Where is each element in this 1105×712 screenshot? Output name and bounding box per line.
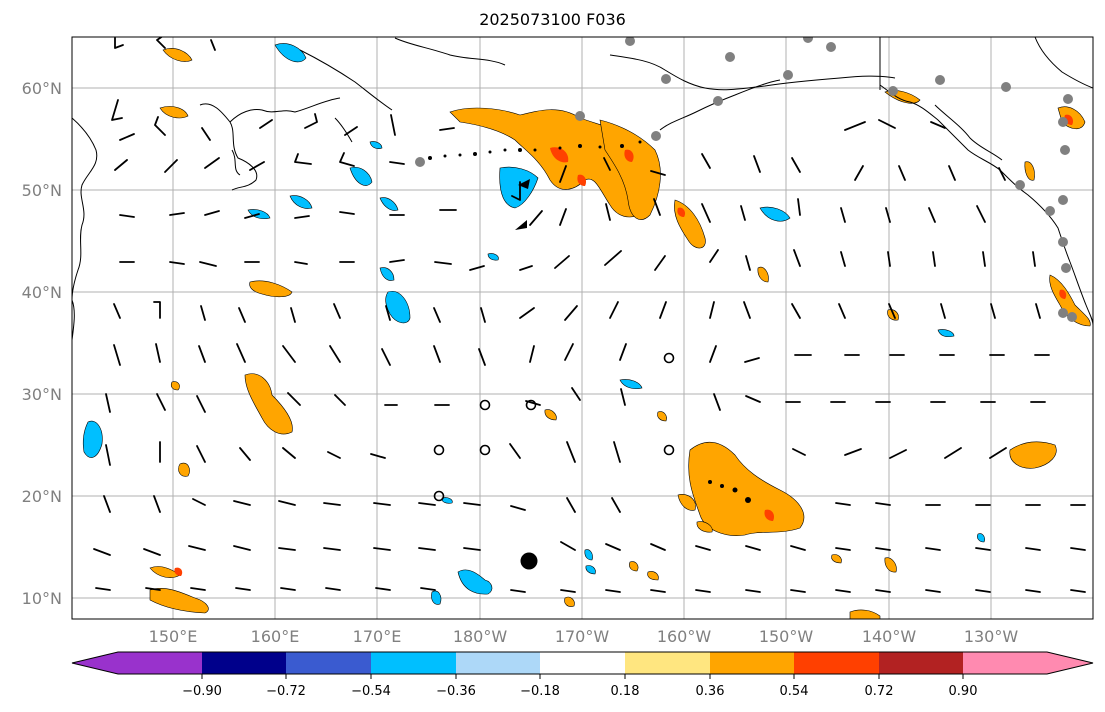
lon-label-140w: 140°W [862, 627, 917, 646]
colorbar-tick-label: 0.18 [611, 684, 640, 699]
lon-label-170e: 170°E [353, 627, 402, 646]
lat-label-50n: 50°N [22, 181, 62, 200]
lat-label-30n: 30°N [22, 385, 62, 404]
storm-center-marker [520, 552, 538, 570]
colorbar-tick-label: 0.54 [780, 684, 809, 699]
colorbar-tick-label: −0.36 [436, 684, 476, 699]
colorbar-segment [879, 652, 963, 674]
colorbar-segment [202, 652, 286, 674]
colorbar-tick-label: 0.72 [865, 684, 894, 699]
colorbar-segment [456, 652, 540, 674]
colorbar-tick-label: −0.54 [351, 684, 391, 699]
colorbar-segment [540, 652, 625, 674]
lon-label-130w: 130°W [964, 627, 1019, 646]
colorbar-tick-label: −0.90 [182, 684, 222, 699]
colorbar-extend-high [963, 652, 1093, 674]
colorbar-segment [371, 652, 456, 674]
lat-label-20n: 20°N [22, 487, 62, 506]
colorbar: −0.90 −0.72 −0.54 −0.36 −0.18 0.18 0.36 … [71, 651, 1094, 699]
lat-label-40n: 40°N [22, 283, 62, 302]
colorbar-outline [71, 651, 1094, 675]
colorbar-tick-label: 0.90 [949, 684, 978, 699]
lon-label-150e: 150°E [149, 627, 198, 646]
strong-positive-regions [174, 114, 1074, 576]
colorbar-segment [710, 652, 794, 674]
longitude-labels: 150°E 160°E 170°E 180°W 170°W 160°W 150°… [149, 627, 1019, 646]
lon-label-160e: 160°E [251, 627, 300, 646]
map-title: 2025073100 F036 [479, 10, 626, 29]
lon-label-150w: 150°W [759, 627, 814, 646]
colorbar-tick-label: −0.18 [520, 684, 560, 699]
lon-label-160w: 160°W [657, 627, 712, 646]
lat-label-10n: 10°N [22, 589, 62, 608]
island-chain [418, 136, 751, 503]
map-panel [71, 36, 1094, 620]
latitude-labels: 60°N 50°N 40°N 30°N 20°N 10°N [22, 79, 62, 608]
colorbar-extend-low [72, 652, 202, 674]
wind-barb-flags [515, 179, 530, 230]
colorbar-tick-label: −0.72 [266, 684, 306, 699]
colorbar-segment [794, 652, 879, 674]
colorbar-segment [286, 652, 371, 674]
colorbar-tick-label: 0.36 [696, 684, 725, 699]
lon-label-170w: 170°W [555, 627, 610, 646]
coastlines [72, 37, 1093, 341]
station-markers [415, 37, 1077, 322]
wind-barbs [93, 37, 1086, 593]
colorbar-segment [625, 652, 710, 674]
map-frame [71, 36, 1094, 620]
lat-label-60n: 60°N [22, 79, 62, 98]
calm-wind-markers [433, 352, 675, 502]
lon-label-180w: 180°W [453, 627, 508, 646]
